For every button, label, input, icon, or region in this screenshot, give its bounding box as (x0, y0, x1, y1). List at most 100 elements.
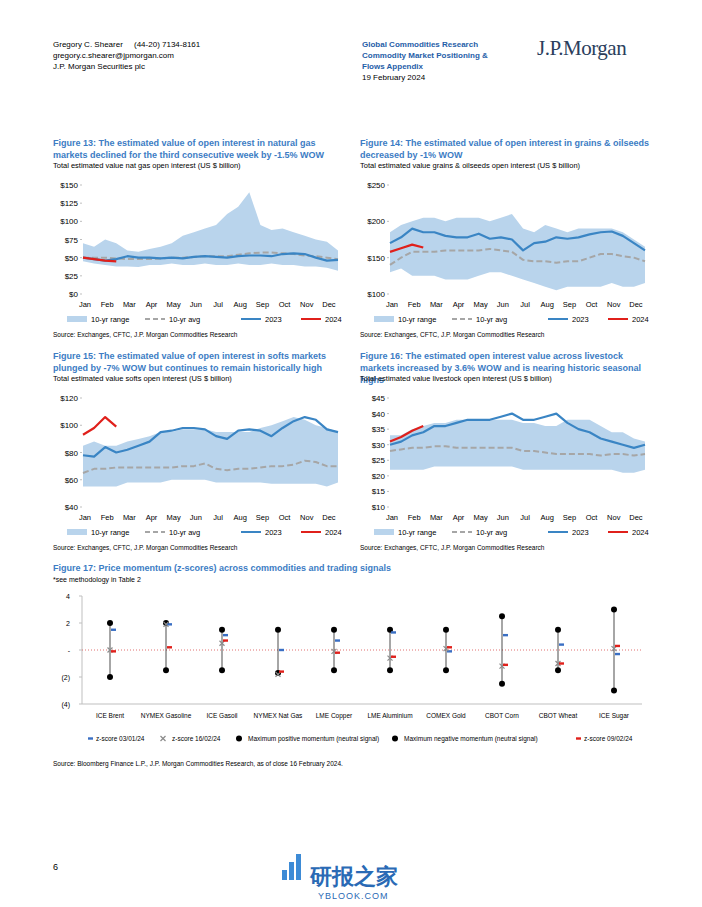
watermark-url: YBLOOK.COM (318, 891, 389, 901)
marker-circle (219, 667, 225, 673)
page-svg: 研报之家YBLOOK.COM$0$25$50$75$100$125$150Jan… (0, 0, 702, 907)
legend-label: z-score 03/01/24 (96, 735, 145, 742)
marker-dash (503, 664, 508, 666)
chart-source: Source: Exchanges, CFTC, J.P. Morgan Com… (53, 544, 237, 551)
legend-swatch (548, 318, 568, 320)
range-stem (166, 623, 167, 670)
series-line (390, 414, 645, 448)
legend-swatch (241, 318, 261, 320)
marker-dash (167, 623, 172, 625)
logo: J.P.Morgan (537, 36, 626, 61)
x-tick-label: Jan (386, 513, 398, 522)
y-tick-label: $20 (372, 472, 386, 481)
x-tick-label: Apr (146, 513, 158, 522)
range-stem (502, 616, 503, 684)
legend-swatch (145, 318, 165, 320)
x-tick-label: CBOT Wheat (539, 712, 578, 719)
marker-dash (167, 646, 172, 648)
marker-circle (555, 667, 561, 673)
page-number: 6 (53, 862, 58, 872)
y-tick (387, 257, 389, 258)
legend-label: 10-yr range (398, 528, 436, 537)
marker-circle (611, 688, 617, 694)
x-tick-label: Nov (607, 300, 621, 309)
x-axis (82, 704, 642, 705)
legend-swatch (67, 529, 87, 535)
x-tick-label: Sep (256, 300, 269, 309)
marker-x-stroke (612, 646, 617, 651)
watermark-bar (296, 854, 301, 880)
x-tick-label: Jan (386, 300, 398, 309)
x-tick-label: Dec (322, 513, 336, 522)
publication: Commodity Market Positioning & (362, 51, 488, 60)
marker-x-stroke (500, 664, 505, 669)
range-stem (614, 610, 615, 691)
chart-source: Source: Exchanges, CFTC, J.P. Morgan Com… (360, 331, 544, 338)
y-tick-label: $100 (367, 290, 385, 299)
legend-label: 2024 (632, 315, 649, 324)
marker-x (388, 656, 393, 661)
marker-x-stroke (556, 661, 561, 666)
series-line (390, 245, 423, 252)
x-tick-label: Aug (541, 300, 554, 309)
x-tick-label: Nov (300, 513, 314, 522)
y-tick (387, 429, 389, 430)
x-tick-label: Apr (146, 300, 158, 309)
marker-x-stroke (108, 648, 113, 653)
marker-x-stroke (388, 656, 393, 661)
marker-circle (611, 607, 617, 613)
chart-source: Source: Bloomberg Finance L.P., J.P. Mor… (53, 760, 343, 767)
chart-subtitle: Total estimated value softs open interes… (53, 374, 353, 383)
legend-label: 2023 (265, 315, 282, 324)
legend-swatch (374, 316, 394, 322)
marker-circle (443, 627, 449, 633)
y-tick-label: $100 (60, 421, 78, 430)
marker-circle (163, 620, 169, 626)
range-band (83, 192, 338, 270)
marker-x-stroke (108, 648, 113, 653)
y-tick (387, 185, 389, 186)
x-tick-label: Apr (453, 300, 465, 309)
y-tick-label: $10 (372, 503, 386, 512)
y-tick-label: $50 (65, 254, 79, 263)
marker-x-stroke (164, 622, 169, 627)
x-tick-label: Jul (213, 513, 223, 522)
x-tick-label: Jun (190, 513, 202, 522)
marker-x-stroke (161, 736, 166, 741)
range-stem (222, 630, 223, 671)
marker-x-stroke (444, 646, 449, 651)
publication: Flows Appendix (362, 62, 423, 71)
y-tick (387, 507, 389, 508)
marker-x (164, 622, 169, 627)
y-tick-label: $60 (65, 476, 79, 485)
series-line (83, 253, 338, 260)
marker-circle (387, 627, 393, 633)
marker-x-stroke (500, 664, 505, 669)
marker-x-stroke (164, 622, 169, 627)
y-tick (79, 623, 82, 624)
marker-dash (391, 656, 396, 658)
marker-x-stroke (161, 736, 166, 741)
y-tick-label: $40 (372, 410, 386, 419)
y-tick-label: (4) (61, 701, 70, 709)
y-tick (79, 596, 82, 597)
y-tick-label: - (68, 647, 71, 654)
phone: (44-20) 7134-8161 (134, 40, 200, 49)
x-tick-label: Apr (453, 513, 465, 522)
y-tick (80, 239, 82, 240)
marker-circle (331, 667, 337, 673)
x-tick-label: Dec (629, 513, 643, 522)
x-tick-label: ICE Sugar (599, 712, 630, 720)
y-tick-label: $100 (60, 217, 78, 226)
range-stem (446, 630, 447, 671)
entity: J.P. Morgan Securities plc (53, 62, 145, 71)
marker-dash (447, 646, 452, 648)
y-tick-label: $75 (65, 236, 79, 245)
x-tick-label: Oct (586, 513, 599, 522)
marker-circle (331, 627, 337, 633)
y-tick-label: $25 (65, 272, 79, 281)
x-tick-label: Jul (520, 300, 530, 309)
marker-circle (387, 667, 393, 673)
legend-label: 2023 (572, 315, 589, 324)
series-line (83, 258, 116, 262)
